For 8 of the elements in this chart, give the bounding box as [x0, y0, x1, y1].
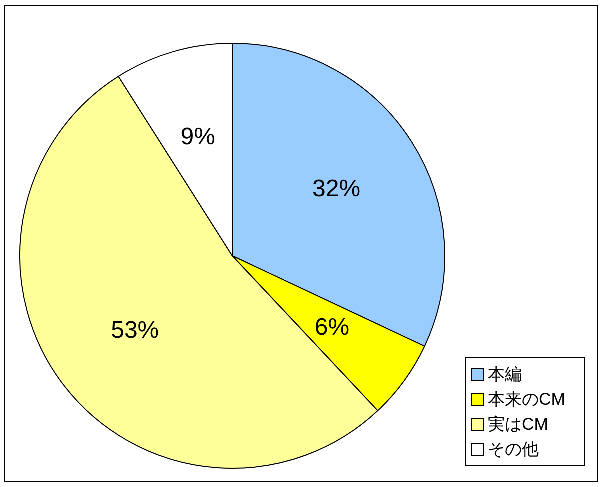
legend-label: 本編 — [488, 364, 522, 384]
data-label: 6% — [314, 314, 350, 342]
data-label: 32% — [312, 176, 361, 203]
legend-label: 実はCM — [488, 414, 548, 434]
data-label: 9% — [180, 123, 216, 150]
data-label: 53% — [111, 317, 160, 344]
legend-label: 本来のCM — [488, 390, 566, 410]
legend-label: その他 — [488, 440, 539, 460]
